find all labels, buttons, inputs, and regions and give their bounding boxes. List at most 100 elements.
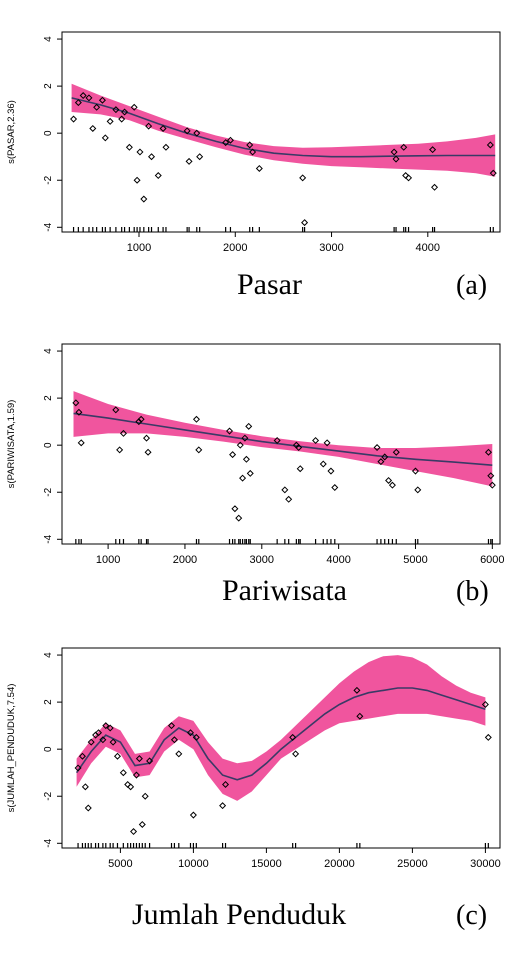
data-point (167, 722, 176, 730)
y-tick-label: 2 (43, 395, 54, 401)
data-point (175, 750, 183, 758)
data-point (296, 465, 304, 473)
data-point (133, 176, 141, 184)
data-point (381, 453, 389, 461)
data-point (484, 448, 492, 456)
data-point (135, 418, 143, 426)
y-tick-label: -2 (43, 791, 54, 800)
data-point (78, 752, 86, 760)
data-point (231, 505, 239, 513)
chart-panel-pariwisata: -4 -2 0 2 4 1000 2000 3000 4000 5000 6000 s(PARIWIS… (0, 322, 521, 632)
data-point (141, 792, 149, 800)
plot-frame (61, 343, 501, 545)
data-point (145, 122, 153, 130)
data-point (137, 415, 145, 423)
x-tick-label: 5000 (108, 858, 132, 870)
y-tick-label: 4 (43, 652, 54, 658)
data-point (388, 481, 396, 489)
data-point (299, 174, 307, 182)
data-point (488, 481, 496, 489)
data-point (392, 155, 400, 163)
data-point (489, 169, 497, 177)
data-point (400, 143, 408, 151)
x-tick-label: 6000 (480, 554, 504, 566)
data-point (106, 117, 114, 125)
data-point (319, 460, 327, 468)
data-point (377, 458, 385, 466)
x-tick-label: 3000 (319, 242, 343, 254)
data-point (285, 495, 293, 503)
data-point (112, 106, 120, 114)
y-tick-label: 0 (43, 442, 54, 448)
y-tick-label: -2 (43, 487, 54, 496)
data-point (185, 157, 193, 165)
y-tick-label: -2 (43, 175, 54, 184)
data-point (112, 406, 120, 414)
data-point (292, 750, 300, 758)
data-point (312, 436, 320, 444)
data-point (295, 444, 303, 452)
chart-pariwisata: -4 -2 0 2 4 1000 2000 3000 4000 5000 6000 s(PARIWIS… (6, 343, 505, 566)
data-point (146, 757, 154, 765)
data-point (130, 103, 138, 111)
x-tick-label: 1000 (96, 554, 120, 566)
y-axis-label: s(PARIWISATA,1.59) (6, 400, 17, 489)
data-point (148, 153, 156, 161)
data-point (189, 811, 197, 819)
fit-line (75, 687, 486, 781)
data-point (118, 115, 126, 123)
data-point (170, 736, 178, 744)
x-caption-jumlah-penduduk: Jumlah Penduduk (132, 898, 347, 931)
plot-frame (61, 647, 501, 849)
data-point (132, 771, 140, 779)
data-point (102, 722, 110, 730)
data-point (77, 439, 85, 447)
data-point (138, 820, 146, 828)
data-point (119, 429, 127, 437)
data-point (143, 434, 151, 442)
fit-line (71, 97, 496, 158)
y-axis-label: s(PASAR,2.36) (6, 100, 17, 164)
data-point (94, 729, 103, 737)
data-point (136, 148, 144, 156)
data-point (301, 219, 309, 227)
data-point (162, 143, 170, 151)
panel-tag-a: (a) (456, 270, 488, 301)
data-point (353, 686, 361, 694)
y-tick-label: 0 (43, 130, 54, 136)
data-point (414, 486, 422, 494)
data-point (121, 108, 129, 116)
data-point (186, 729, 194, 737)
data-point (481, 700, 489, 708)
data-point (235, 514, 243, 522)
data-point (236, 441, 244, 449)
x-tick-label: 20000 (324, 858, 355, 870)
y-tick-label: 2 (43, 699, 54, 705)
data-point (356, 712, 364, 720)
data-point (74, 764, 82, 772)
data-point (84, 804, 92, 812)
data-point (273, 436, 281, 444)
data-point (281, 486, 289, 494)
y-tick-label: -4 (43, 838, 54, 847)
data-point (222, 139, 230, 147)
data-point (373, 444, 381, 452)
x-tick-label: 4000 (416, 242, 440, 254)
data-point (331, 484, 339, 492)
data-point (70, 115, 78, 123)
data-point (74, 99, 82, 107)
data-point (226, 136, 234, 144)
data-point (327, 467, 335, 475)
data-point (81, 783, 89, 791)
data-point (193, 129, 201, 137)
panel-tag-b: (b) (456, 576, 489, 607)
data-point (79, 92, 87, 100)
data-point (405, 174, 413, 182)
data-point (87, 738, 95, 746)
confidence-band (73, 391, 493, 487)
data-point (119, 769, 127, 777)
data-point (487, 472, 495, 480)
data-point (429, 146, 437, 154)
y-tick-label: 2 (43, 83, 54, 89)
x-tick-label: 1000 (127, 242, 151, 254)
